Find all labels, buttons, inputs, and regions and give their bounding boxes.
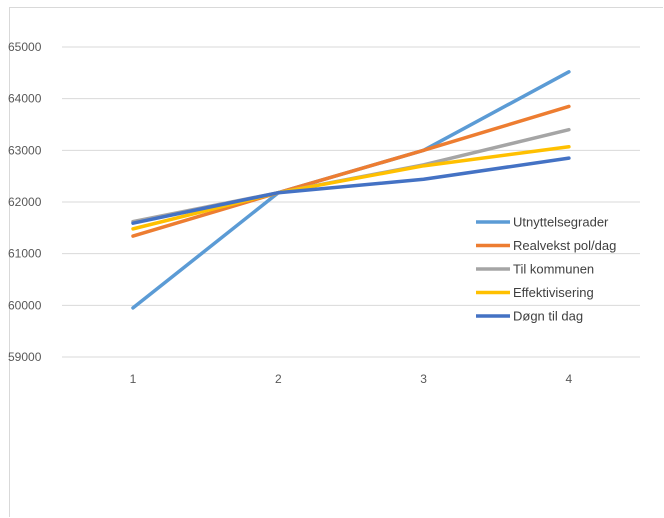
y-tick-label: 63000 xyxy=(8,143,42,157)
series-line-2 xyxy=(131,104,571,238)
series-line-4 xyxy=(131,144,571,231)
series-line-5 xyxy=(131,156,571,225)
legend-item: Til kommunen xyxy=(476,262,594,277)
legend-item: Realvekst pol/dag xyxy=(476,238,616,253)
y-axis-ticks: 59000 60000 61000 62000 63000 64000 65000 xyxy=(8,40,42,364)
y-tick-label: 62000 xyxy=(8,195,42,209)
legend-item: Døgn til dag xyxy=(476,309,583,324)
x-axis-ticks: 1 2 3 4 xyxy=(130,372,573,386)
legend-label: Til kommunen xyxy=(513,262,594,277)
chart-area xyxy=(9,7,663,517)
x-tick-label: 4 xyxy=(566,372,573,386)
y-tick-label: 60000 xyxy=(8,298,42,312)
series-line-1 xyxy=(131,70,571,310)
y-tick-label: 61000 xyxy=(8,247,42,261)
x-tick-label: 1 xyxy=(130,372,137,386)
series-lines xyxy=(131,70,571,310)
y-tick-label: 59000 xyxy=(8,350,42,364)
legend-label: Effektivisering xyxy=(513,285,594,300)
legend-item: Effektivisering xyxy=(476,285,594,300)
legend-label: Realvekst pol/dag xyxy=(513,238,616,253)
legend-label: Døgn til dag xyxy=(513,309,583,324)
legend: Utnyttelsegrader Realvekst pol/dag Til kom… xyxy=(476,215,616,324)
legend-item: Utnyttelsegrader xyxy=(476,215,609,230)
legend-label: Utnyttelsegrader xyxy=(513,215,609,230)
x-tick-label: 2 xyxy=(275,372,282,386)
y-tick-label: 64000 xyxy=(8,92,42,106)
x-tick-label: 3 xyxy=(420,372,427,386)
y-tick-label: 65000 xyxy=(8,40,42,54)
